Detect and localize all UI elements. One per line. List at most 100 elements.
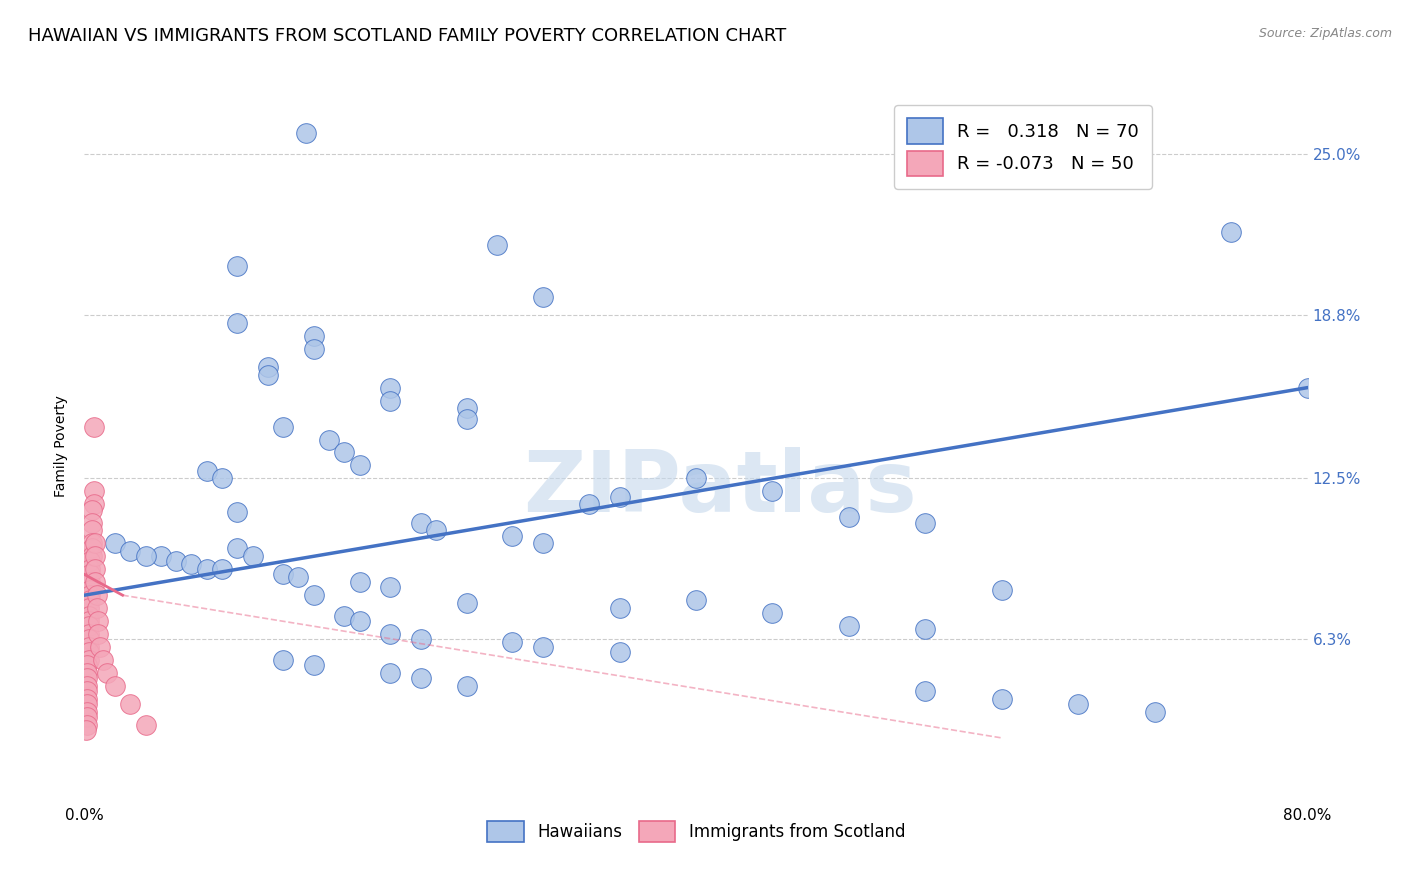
Point [80,549,103,564]
Point [79,554,101,568]
Point [195,464,218,478]
Point [84,575,107,590]
Point [77,601,100,615]
Point [685,593,707,607]
Point [79,588,101,602]
Point [84,562,107,576]
Point [761,607,783,621]
Point [104,679,127,693]
Point [456,411,478,425]
Point [991,582,1014,597]
Point [120,544,142,558]
Point [76,666,98,681]
Point [914,516,936,530]
Point [456,596,478,610]
Point [578,497,600,511]
Point [76,718,98,732]
Point [409,671,432,685]
Point [1220,225,1243,239]
Point [77,627,100,641]
Point [135,549,157,564]
Point [79,582,101,597]
Point [685,471,707,485]
Point [302,658,325,673]
Point [77,653,100,667]
Point [195,562,218,576]
Point [86,588,108,602]
Point [380,666,402,681]
Point [79,593,101,607]
Point [87,627,110,641]
Point [271,419,294,434]
Point [76,684,98,698]
Point [271,653,294,667]
Point [89,640,111,654]
Point [914,622,936,636]
Text: HAWAIIAN VS IMMIGRANTS FROM SCOTLAND FAMILY POVERTY CORRELATION CHART: HAWAIIAN VS IMMIGRANTS FROM SCOTLAND FAM… [28,27,786,45]
Text: ZIPatlas: ZIPatlas [523,447,917,531]
Point [83,497,105,511]
Point [349,614,371,628]
Point [77,609,100,624]
Point [502,528,524,542]
Point [86,601,108,615]
Point [80,516,103,530]
Point [84,549,107,564]
Point [1067,697,1090,711]
Point [76,705,98,719]
Point [609,645,631,659]
Point [76,692,98,706]
Point [77,640,100,654]
Point [302,588,325,602]
Point [409,632,432,647]
Point [1296,381,1319,395]
Point [380,393,402,408]
Point [380,581,402,595]
Point [838,510,860,524]
Point [609,490,631,504]
Point [271,567,294,582]
Point [80,502,103,516]
Point [380,381,402,395]
Point [96,666,118,681]
Point [180,557,202,571]
Point [104,536,127,550]
Point [120,697,142,711]
Point [761,484,783,499]
Point [165,554,187,568]
Point [349,575,371,590]
Point [77,632,100,647]
Point [79,567,101,582]
Point [302,342,325,356]
Point [380,627,402,641]
Point [77,619,100,633]
Point [333,609,356,624]
Point [83,419,105,434]
Point [531,640,554,654]
Point [287,570,309,584]
Point [83,484,105,499]
Point [991,692,1014,706]
Point [531,536,554,550]
Point [76,697,98,711]
Point [79,575,101,590]
Point [226,259,249,273]
Point [456,401,478,416]
Point [79,562,101,576]
Point [257,359,280,374]
Point [914,684,936,698]
Point [257,368,280,382]
Point [349,458,371,473]
Point [838,619,860,633]
Point [531,290,554,304]
Point [302,328,325,343]
Point [211,471,233,485]
Point [1143,705,1166,719]
Point [295,126,318,140]
Point [149,549,172,564]
Point [318,433,340,447]
Point [456,679,478,693]
Point [242,549,264,564]
Point [76,679,98,693]
Point [333,445,356,459]
